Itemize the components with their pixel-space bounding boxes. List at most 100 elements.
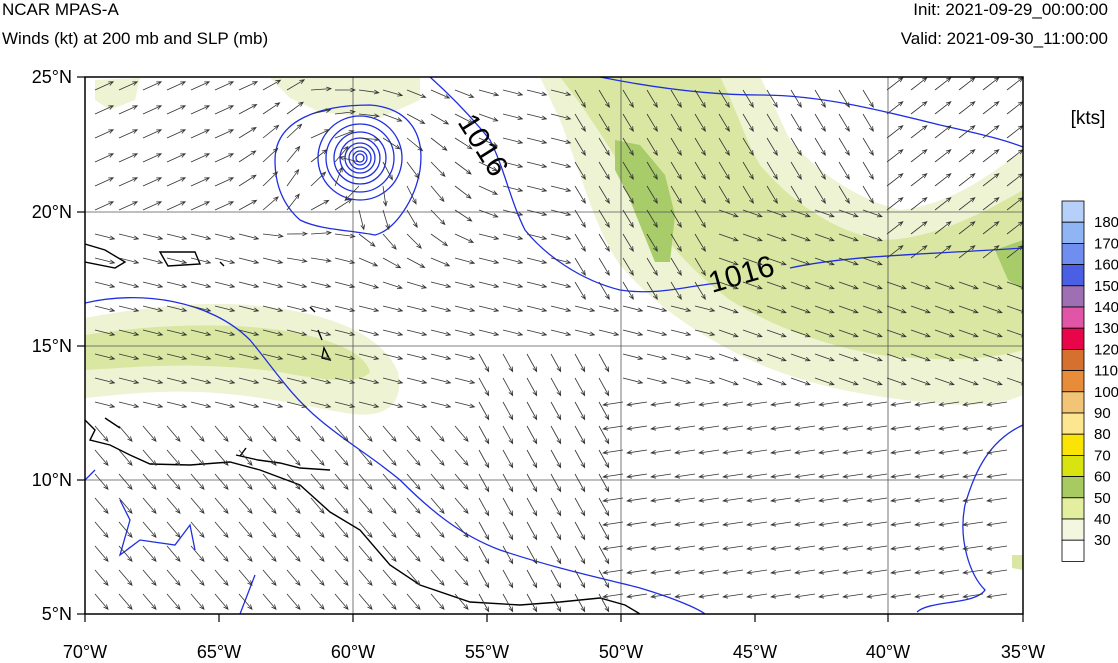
wind-arrow xyxy=(502,161,524,168)
wind-arrow xyxy=(958,221,976,235)
wind-arrow xyxy=(910,197,928,211)
wind-arrow xyxy=(550,113,572,120)
wind-arrow xyxy=(190,521,205,538)
wind-arrow xyxy=(526,281,548,288)
wind-arrow xyxy=(406,449,421,466)
wind-arrow xyxy=(670,257,682,276)
wind-arrow xyxy=(334,569,349,586)
wind-arrow xyxy=(454,521,469,538)
wind-arrow xyxy=(406,305,428,312)
wind-arrow xyxy=(190,281,212,288)
wind-arrow xyxy=(214,497,229,514)
lon-tick-label: 35°W xyxy=(1001,642,1045,662)
wind-arrow xyxy=(118,521,133,538)
wind-arrow xyxy=(238,473,253,490)
wind-arrow xyxy=(910,101,928,115)
wind-arrow xyxy=(214,281,236,288)
wind-arrow xyxy=(986,593,1008,599)
wind-arrow xyxy=(262,102,281,115)
wind-arrow xyxy=(478,161,498,172)
wind-arrow xyxy=(358,209,365,231)
wind-arrow xyxy=(862,161,874,180)
wind-arrow xyxy=(406,233,422,249)
wind-arrow xyxy=(358,473,373,490)
wind-arrow xyxy=(886,353,907,362)
wind-arrow xyxy=(118,305,140,312)
wind-arrow xyxy=(814,233,835,242)
colorbar-swatch xyxy=(1061,454,1085,477)
wind-arrow xyxy=(214,521,229,538)
wind-arrow xyxy=(526,569,538,589)
wind-arrow xyxy=(478,233,500,240)
wind-arrow xyxy=(574,377,586,397)
wind-arrow xyxy=(382,497,397,514)
wind-arrow xyxy=(502,89,524,96)
wind-arrow xyxy=(142,377,164,384)
wind-arrow xyxy=(382,377,404,384)
wind-arrow xyxy=(770,449,792,455)
wind-arrow xyxy=(310,329,332,336)
wind-arrow xyxy=(718,209,739,218)
wind-arrow xyxy=(718,329,739,338)
wind-arrow xyxy=(838,137,850,156)
wind-arrow xyxy=(334,401,356,408)
wind-arrow xyxy=(626,569,648,575)
wind-arrow xyxy=(454,497,469,514)
colorbar-label: 110 xyxy=(1094,363,1118,380)
wind-arrow xyxy=(958,353,979,362)
wind-arrow xyxy=(310,569,325,586)
wind-arrow xyxy=(430,497,445,514)
colorbar-swatch xyxy=(1061,221,1085,244)
wind-arrow xyxy=(670,161,682,180)
wind-arrow xyxy=(626,593,648,599)
wind-arrow xyxy=(286,305,308,312)
wind-arrow xyxy=(142,569,157,586)
wind-arrow xyxy=(502,473,514,493)
wind-arrow xyxy=(334,281,356,289)
wind-arrow xyxy=(478,353,490,373)
wind-arrow xyxy=(262,233,284,239)
colorbar-label: 80 xyxy=(1094,426,1111,443)
wind-arrow xyxy=(430,545,445,562)
wind-arrow xyxy=(310,353,332,360)
wind-patch-se xyxy=(1012,555,1023,570)
wind-arrow xyxy=(358,425,373,442)
wind-arrow xyxy=(622,353,644,360)
wind-arrow xyxy=(286,401,308,408)
wind-arrow xyxy=(986,425,1008,431)
wind-arrow xyxy=(818,473,840,479)
wind-arrow xyxy=(502,569,514,589)
wind-arrow xyxy=(866,449,888,455)
wind-arrow xyxy=(626,401,648,407)
wind-arrow xyxy=(262,353,284,360)
wind-arrow xyxy=(622,305,644,312)
colorbar-swatch xyxy=(1061,370,1085,393)
wind-arrow xyxy=(550,137,572,144)
wind-arrow xyxy=(934,125,952,139)
wind-arrow xyxy=(334,449,349,466)
colorbar-labels: 180 170 160 150 140 130 120 110 100 90 80 70 60 50 40 3… xyxy=(1094,214,1118,549)
wind-arrow xyxy=(166,473,181,490)
wind-arrow xyxy=(166,449,181,466)
wind-arrow xyxy=(886,77,904,91)
wind-arrow xyxy=(814,209,835,218)
wind-arrow xyxy=(94,257,116,264)
wind-arrow xyxy=(962,593,984,599)
wind-arrow xyxy=(142,521,157,538)
wind-arrow xyxy=(166,233,188,240)
wind-arrow xyxy=(94,497,109,514)
wind-arrow xyxy=(286,545,301,562)
wind-arrow xyxy=(430,161,446,178)
wind-arrow xyxy=(938,593,960,599)
wind-arrow xyxy=(910,173,928,187)
wind-arrow xyxy=(262,147,279,163)
wind-arrow xyxy=(746,449,768,455)
wind-arrow xyxy=(142,473,157,490)
wind-arrow xyxy=(838,209,859,218)
wind-arrow xyxy=(166,105,187,115)
wind-arrow xyxy=(286,123,303,139)
wind-arrow xyxy=(574,305,596,312)
wind-arrow xyxy=(238,150,257,163)
wind-arrow xyxy=(598,185,610,204)
wind-arrow xyxy=(478,377,490,397)
